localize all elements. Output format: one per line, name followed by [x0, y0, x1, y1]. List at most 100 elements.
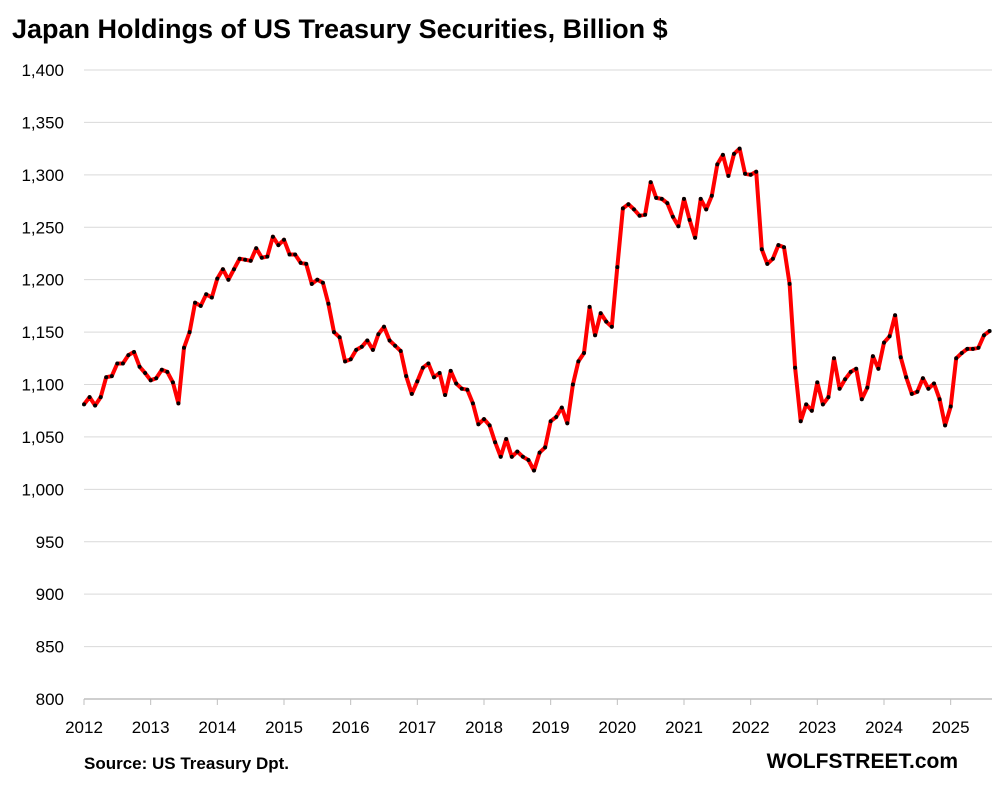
data-point — [915, 389, 920, 394]
data-point — [454, 381, 459, 386]
data-point — [709, 193, 714, 198]
data-point — [320, 280, 325, 285]
data-point — [737, 146, 742, 151]
data-point — [348, 357, 353, 362]
data-point — [782, 245, 786, 250]
data-point — [470, 401, 475, 406]
data-point — [332, 330, 336, 335]
data-point — [309, 281, 314, 286]
y-tick-label: 800 — [36, 690, 64, 709]
data-point — [209, 295, 214, 300]
data-point — [465, 387, 470, 392]
data-point — [365, 338, 370, 343]
data-point — [526, 458, 531, 462]
data-point — [793, 365, 798, 370]
data-point — [748, 172, 753, 177]
data-point — [370, 347, 375, 352]
data-point — [954, 356, 959, 361]
data-point — [132, 350, 136, 354]
data-point — [976, 345, 981, 350]
data-point — [248, 258, 253, 263]
data-point — [626, 202, 631, 207]
y-tick-label: 1,150 — [21, 323, 64, 342]
data-point — [665, 201, 670, 206]
data-point — [304, 261, 309, 266]
data-point — [698, 196, 703, 201]
data-point — [287, 252, 292, 257]
data-point — [554, 415, 559, 419]
data-point — [732, 151, 736, 156]
data-point — [243, 257, 248, 262]
data-point — [259, 255, 264, 260]
data-point — [754, 169, 759, 174]
data-point — [715, 162, 720, 167]
series-line — [82, 146, 991, 473]
data-point — [159, 367, 164, 372]
data-point — [882, 340, 886, 345]
data-point — [648, 180, 653, 185]
data-point — [409, 391, 414, 396]
data-point — [682, 196, 686, 201]
data-point — [270, 234, 275, 239]
data-point — [154, 376, 159, 381]
data-point — [909, 391, 914, 396]
y-tick-label: 850 — [36, 638, 64, 657]
data-point — [254, 246, 259, 251]
y-tick-label: 1,250 — [21, 218, 64, 237]
x-tick-label: 2012 — [65, 718, 103, 737]
data-point — [832, 356, 836, 361]
data-point — [398, 349, 403, 353]
gridlines — [84, 69, 992, 648]
data-point — [643, 212, 648, 217]
data-point — [354, 347, 359, 352]
data-point — [582, 351, 586, 355]
data-point — [87, 395, 92, 400]
data-point — [820, 402, 825, 407]
data-point — [343, 359, 348, 364]
data-point — [232, 267, 236, 272]
data-point — [109, 374, 114, 379]
data-point — [859, 397, 864, 402]
data-point — [215, 276, 220, 281]
data-point — [559, 405, 564, 410]
data-point — [765, 261, 770, 266]
data-point — [276, 243, 281, 248]
data-point — [865, 385, 870, 390]
data-point — [843, 377, 848, 382]
data-point — [176, 401, 181, 406]
data-point — [482, 417, 486, 422]
x-tick-label: 2017 — [398, 718, 436, 737]
data-point — [148, 378, 153, 383]
data-point — [598, 311, 603, 316]
data-point — [932, 381, 936, 386]
data-point — [282, 237, 286, 242]
data-point — [987, 329, 992, 333]
data-point — [504, 437, 509, 441]
data-point — [804, 402, 809, 407]
data-point — [670, 214, 675, 219]
data-point — [676, 224, 681, 229]
data-point — [632, 207, 636, 212]
source-note: Source: US Treasury Dpt. — [84, 754, 290, 773]
data-point — [165, 369, 170, 374]
data-point — [787, 281, 792, 286]
x-tick-label: 2020 — [598, 718, 636, 737]
x-tick-label: 2015 — [265, 718, 303, 737]
data-point — [593, 333, 598, 338]
data-point — [170, 380, 175, 385]
data-point — [948, 404, 953, 409]
data-point — [759, 247, 764, 252]
y-axis-ticks: 800 850 900 950 1,000 1,050 1,100 1,150 1,200 1,2… — [21, 61, 64, 709]
data-point — [887, 334, 892, 339]
data-point — [382, 324, 386, 329]
data-point — [415, 379, 420, 384]
data-point — [826, 395, 831, 400]
data-point — [532, 468, 536, 473]
y-tick-label: 1,100 — [21, 376, 64, 395]
data-point — [448, 368, 453, 373]
data-point — [459, 386, 464, 391]
data-point — [115, 361, 120, 366]
data-point — [393, 343, 398, 348]
data-point — [82, 402, 86, 407]
